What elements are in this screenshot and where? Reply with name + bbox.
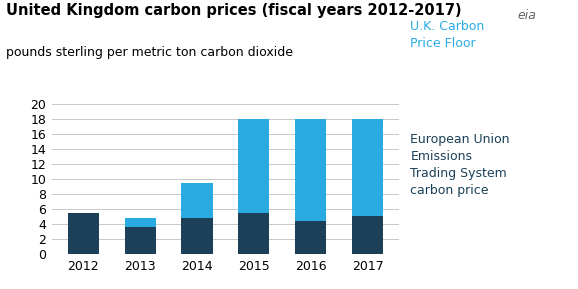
Text: pounds sterling per metric ton carbon dioxide: pounds sterling per metric ton carbon di…	[6, 46, 293, 59]
Bar	[352, 119, 383, 216]
Bar	[238, 119, 269, 213]
Bar	[124, 218, 156, 227]
Bar	[124, 227, 156, 254]
Text: eia: eia	[517, 9, 536, 22]
Bar	[295, 119, 327, 221]
Text: U.K. Carbon
Price Floor: U.K. Carbon Price Floor	[410, 20, 484, 50]
Bar	[181, 218, 213, 254]
Bar	[238, 213, 269, 254]
Text: European Union
Emissions
Trading System
carbon price: European Union Emissions Trading System …	[410, 133, 510, 197]
Bar	[68, 213, 99, 254]
Text: United Kingdom carbon prices (fiscal years 2012-2017): United Kingdom carbon prices (fiscal yea…	[6, 3, 461, 18]
Bar	[295, 221, 327, 254]
Bar	[181, 183, 213, 218]
Bar	[352, 216, 383, 254]
